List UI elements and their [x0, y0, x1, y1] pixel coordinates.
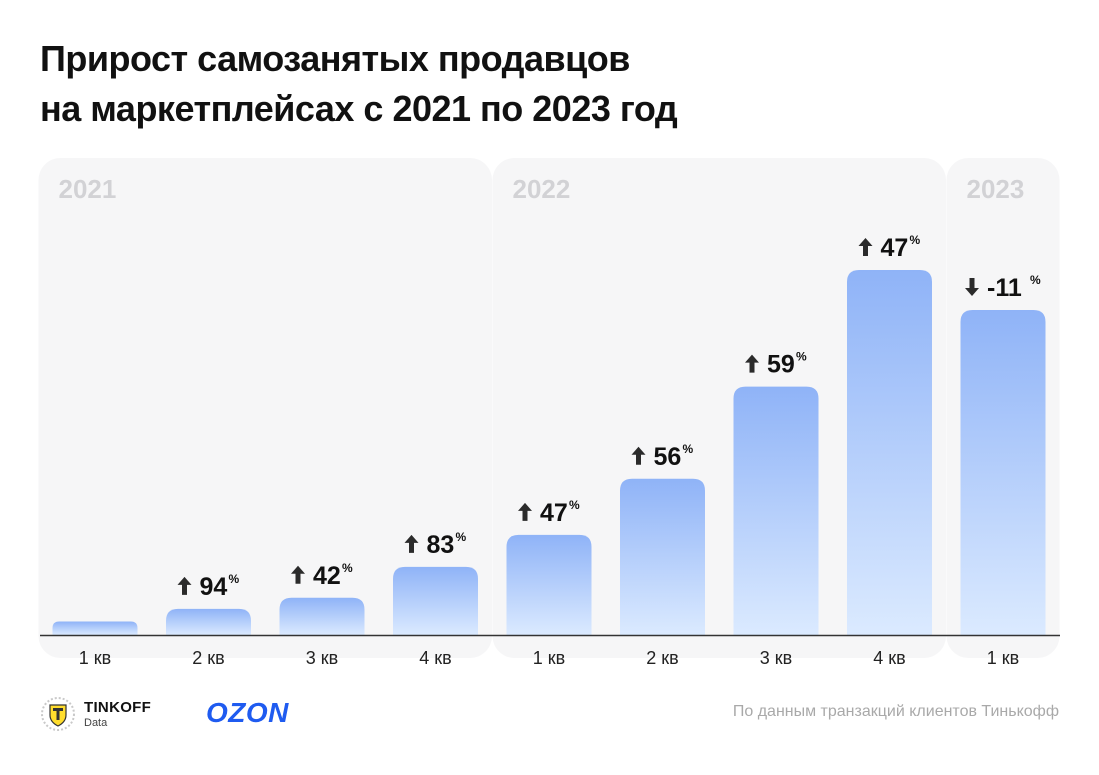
year-label-2021: 2021 [59, 174, 117, 204]
tinkoff-sub: Data [84, 716, 108, 729]
data-label-3: 42% [291, 561, 353, 590]
data-label-7: 59% [745, 350, 807, 379]
arrow-up-icon [631, 446, 646, 465]
tinkoff-shield-icon [41, 697, 75, 731]
bar-1 [52, 621, 138, 635]
data-label-value: 83 [427, 531, 455, 559]
year-label-2022: 2022 [513, 174, 571, 204]
bar-4 [393, 566, 478, 635]
bar-9 [960, 310, 1046, 635]
year-panel-2021 [38, 158, 492, 658]
x-tick-label-6: 2 кв [646, 648, 678, 668]
source-note: По данным транзакций клиентов Тинькофф [732, 703, 1059, 720]
x-tick-label-2: 2 кв [192, 648, 224, 668]
data-label-4: 83% [404, 530, 467, 559]
bar-2 [166, 608, 251, 635]
data-label-percent: % [683, 442, 694, 456]
ozon-logo: OZON [206, 697, 289, 728]
arrow-up-icon [858, 238, 873, 256]
data-label-value: 56 [654, 443, 682, 471]
data-label-percent: % [229, 572, 240, 586]
data-label-percent: % [910, 233, 921, 247]
arrow-up-icon [404, 534, 419, 553]
data-label-percent: % [342, 561, 353, 575]
year-label-2023: 2023 [967, 174, 1025, 204]
arrow-up-icon [745, 354, 759, 373]
data-label-value: -11 [987, 274, 1022, 302]
arrow-up-icon [291, 565, 305, 584]
year-panel-2022 [492, 158, 946, 658]
bar-3 [279, 597, 365, 635]
data-label-value: 94 [200, 573, 228, 601]
x-tick-label-3: 3 кв [306, 648, 338, 668]
bar-6 [620, 478, 705, 635]
data-label-value: 59 [767, 351, 795, 379]
data-label-6: 56% [631, 442, 694, 471]
x-tick-label-8: 4 кв [873, 648, 905, 668]
arrow-up-icon [518, 502, 532, 521]
x-tick-label-4: 4 кв [419, 648, 451, 668]
data-label-8: 47% [858, 233, 921, 262]
chart-title: Прирост самозанятых продавцов на маркетп… [40, 34, 678, 134]
data-label-percent: % [456, 530, 467, 544]
x-tick-label-9: 1 кв [987, 648, 1019, 668]
arrow-up-icon [177, 576, 192, 595]
x-tick-label-7: 3 кв [760, 648, 792, 668]
data-label-value: 42 [313, 562, 341, 590]
data-label-value: 47 [540, 499, 568, 527]
data-label-percent: % [796, 350, 807, 364]
bar-5 [506, 534, 592, 635]
data-label-9: -11% [965, 273, 1041, 302]
x-tick-label-5: 1 кв [533, 648, 565, 668]
bar-8 [847, 270, 932, 635]
data-label-2: 94% [177, 572, 240, 601]
data-label-percent: % [569, 498, 580, 512]
tinkoff-data-logo: TINKOFF Data [40, 696, 151, 732]
title-line-2: на маркетплейсах с 2021 по 2023 год [40, 88, 678, 129]
tinkoff-name: TINKOFF [84, 698, 152, 716]
bar-7 [733, 386, 819, 635]
data-label-5: 47% [518, 498, 580, 527]
data-label-percent: % [1030, 273, 1041, 287]
data-label-value: 47 [881, 234, 909, 262]
title-line-1: Прирост самозанятых продавцов [40, 38, 630, 79]
x-tick-label-1: 1 кв [79, 648, 111, 668]
arrow-down-icon [965, 278, 979, 297]
